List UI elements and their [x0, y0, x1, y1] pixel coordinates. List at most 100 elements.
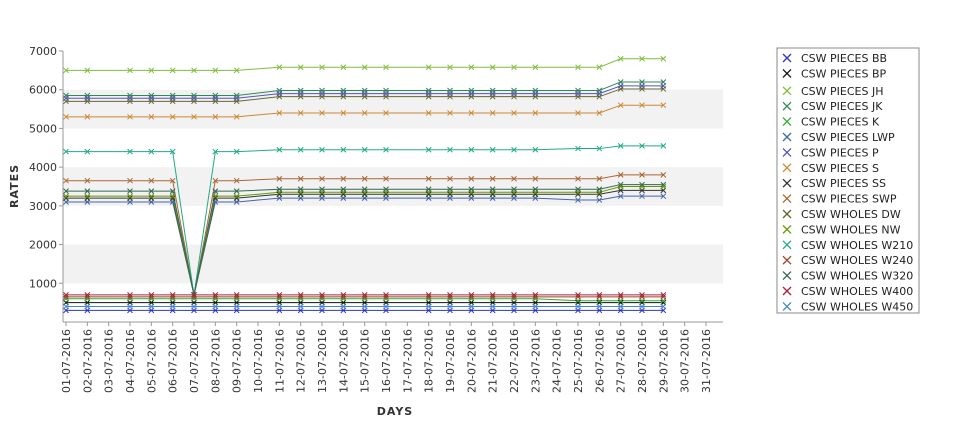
data-point: [212, 303, 219, 310]
data-point: [297, 93, 304, 100]
data-point: [511, 293, 517, 300]
data-point: [361, 293, 368, 300]
data-point: [148, 292, 155, 298]
data-point: [532, 293, 539, 300]
data-point: [84, 292, 91, 298]
data-point: [84, 113, 91, 120]
data-point: [276, 303, 283, 310]
x-tick-label: 25-07-2016: [572, 329, 585, 393]
data-point: [617, 293, 624, 300]
data-point: [127, 148, 133, 155]
data-point: [617, 86, 624, 92]
data-point: [169, 195, 176, 201]
legend-label: CSW PIECES K: [801, 116, 880, 129]
data-point: [63, 188, 69, 194]
data-point: [127, 188, 133, 194]
data-point: [617, 55, 624, 62]
data-point: [511, 64, 517, 71]
data-point: [660, 102, 667, 109]
data-point: [489, 93, 496, 100]
data-point: [84, 193, 91, 200]
data-point: [340, 191, 347, 198]
data-point: [447, 191, 453, 198]
data-point: [340, 64, 347, 71]
data-point: [319, 191, 325, 198]
data-point: [127, 195, 133, 201]
data-point: [383, 186, 389, 193]
data-point: [447, 110, 453, 116]
data-point: [596, 64, 603, 71]
legend-item: CSW PIECES LWP: [782, 131, 895, 144]
data-point: [447, 186, 453, 193]
data-point: [191, 303, 197, 310]
data-point: [425, 110, 432, 116]
data-point: [575, 303, 581, 310]
series-markers: [63, 55, 667, 314]
legend-item: CSW WHOLES W320: [782, 270, 913, 283]
data-point: [532, 110, 539, 116]
data-point: [233, 195, 240, 201]
data-point: [127, 292, 133, 298]
data-point: [468, 93, 475, 100]
legend-item: CSW PIECES BP: [782, 67, 887, 80]
x-tick-label: 04-07-2016: [124, 329, 137, 393]
data-point: [297, 186, 304, 193]
x-tick-label: 21-07-2016: [487, 329, 500, 393]
data-point: [639, 303, 645, 310]
data-point: [639, 86, 645, 92]
data-point: [447, 292, 453, 298]
data-point: [148, 303, 155, 310]
data-point: [212, 188, 219, 194]
data-point: [532, 186, 539, 193]
data-point: [361, 191, 368, 198]
legend-label: CSW PIECES BB: [801, 52, 887, 65]
data-point: [639, 55, 645, 62]
data-point: [660, 292, 667, 298]
data-point: [447, 303, 453, 310]
x-tick-label: 23-07-2016: [529, 329, 542, 393]
data-point: [233, 148, 240, 155]
legend-label: CSW PIECES P: [801, 146, 879, 159]
data-point: [297, 191, 304, 198]
data-point: [617, 193, 624, 200]
data-point: [148, 188, 155, 194]
data-point: [212, 113, 219, 120]
data-point: [127, 193, 133, 200]
x-tick-label: 16-07-2016: [380, 329, 393, 393]
data-point: [127, 293, 133, 300]
legend-label: CSW WHOLES W400: [801, 285, 913, 298]
data-point: [233, 67, 240, 74]
data-point: [468, 186, 475, 193]
data-point: [468, 110, 475, 116]
data-point: [148, 98, 155, 105]
data-point: [233, 193, 240, 200]
data-point: [84, 303, 91, 310]
data-point: [84, 195, 91, 201]
data-point: [319, 110, 325, 116]
legend-label: CSW PIECES LWP: [801, 131, 895, 144]
data-point: [639, 193, 645, 200]
data-point: [148, 113, 155, 120]
data-point: [575, 197, 581, 203]
data-point: [489, 175, 496, 182]
legend-item: CSW WHOLES W240: [782, 254, 913, 267]
data-point: [63, 98, 69, 105]
legend-item: CSW PIECES JH: [782, 85, 884, 98]
legend-label: CSW PIECES JH: [801, 85, 884, 98]
data-point: [575, 175, 581, 182]
y-tick-label: 2000: [29, 239, 57, 252]
x-tick-label: 09-07-2016: [231, 329, 244, 393]
data-point: [276, 292, 283, 298]
x-tick-label: 20-07-2016: [465, 329, 478, 393]
data-point: [340, 175, 347, 182]
data-point: [489, 110, 496, 116]
x-tick-label: 07-07-2016: [188, 329, 201, 393]
y-tick-labels: 1000 2000 3000 4000 5000 6000 7000: [29, 45, 63, 290]
data-point: [148, 177, 155, 184]
data-point: [447, 293, 453, 300]
data-point: [489, 293, 496, 300]
data-point: [660, 183, 667, 190]
data-point: [212, 195, 219, 201]
data-point: [319, 303, 325, 310]
legend-item: CSW PIECES BB: [782, 52, 887, 65]
